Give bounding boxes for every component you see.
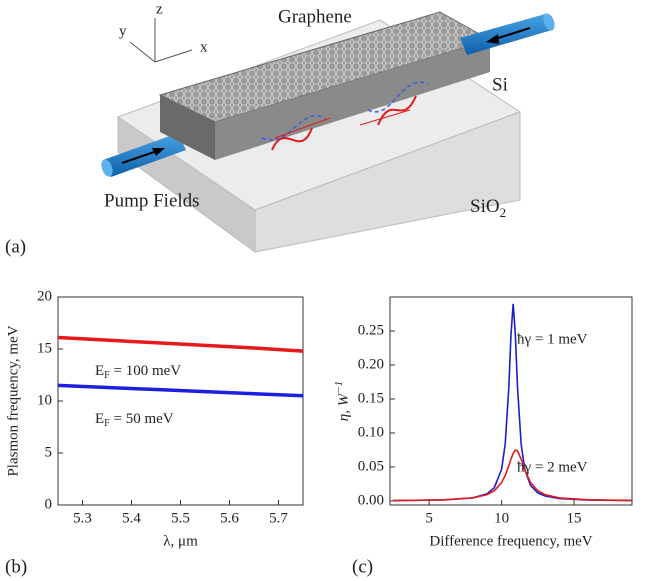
si-label: Si: [492, 74, 508, 95]
annotation: ħγ = 1 meV: [517, 331, 588, 347]
panel-label: (c): [352, 556, 373, 577]
annotation-sub: F: [104, 418, 110, 429]
device-diagram: z y x Graphene Si Pump Fields SiO2 (a): [5, 1, 555, 257]
arrow: [121, 149, 161, 164]
y-tick-label: 15: [37, 340, 52, 356]
plot-frame: [389, 296, 633, 506]
plot-frame: [57, 296, 304, 506]
series-line: [57, 383, 304, 398]
annotation: EF = 50 meV: [95, 411, 174, 429]
x-tick-label: 10: [494, 510, 509, 526]
pump-label: Pump Fields: [104, 190, 200, 211]
y-tick-label: 0.15: [358, 390, 384, 406]
series-line: [392, 449, 633, 502]
pump-tube: [460, 14, 552, 55]
sio2-label: SiO2: [470, 196, 506, 220]
tube-end: [101, 159, 113, 177]
axis-label: z: [156, 1, 163, 17]
y-label-sup: −1: [333, 381, 345, 394]
panel-label: (a): [5, 236, 26, 257]
arrow-head: [486, 34, 499, 44]
field-wave: [377, 95, 417, 126]
series-line: [57, 335, 304, 353]
axis-label: x: [200, 39, 208, 55]
annotation-sub: F: [104, 370, 110, 381]
x-axis-label: λ, μm: [163, 533, 198, 549]
x-tick-label: 5.6: [220, 510, 239, 526]
y-tick-label: 10: [37, 392, 52, 408]
x-tick-label: 5.5: [171, 510, 190, 526]
y-tick-label: 0.20: [358, 356, 384, 372]
annotation-rest: = 100 meV: [110, 363, 182, 379]
y-axis-label: Plasmon frequency, meV: [5, 325, 21, 476]
x-tick-label: 15: [567, 510, 582, 526]
annotation: EF = 100 meV: [95, 363, 181, 381]
x-axis-label: Difference frequency, meV: [429, 533, 592, 549]
y-tick-label: 5: [45, 444, 53, 460]
substrate-front: [254, 111, 521, 253]
annotation-rest: = 50 meV: [110, 411, 174, 427]
annotation: ħγ = 2 meV: [517, 459, 588, 475]
y-tick-label: 0.25: [358, 322, 384, 338]
series-line: [392, 303, 633, 502]
y-label-main: η, W: [336, 392, 352, 421]
axis-label: y: [119, 23, 127, 39]
graphene-label: Graphene: [278, 6, 352, 27]
y-tick-label: 0.00: [358, 492, 384, 508]
arrow-head: [152, 148, 165, 156]
annotation-main: E: [95, 363, 104, 379]
panel-label: (b): [5, 556, 27, 577]
field-arrow: [359, 109, 411, 126]
axes-triad: [129, 18, 193, 63]
y-tick-label: 0.10: [358, 424, 384, 440]
x-tick-label: 5.7: [269, 510, 288, 526]
x-tick-label: 5: [425, 510, 433, 526]
x-tick-label: 5.3: [73, 510, 92, 526]
y-tick-label: 0.05: [358, 458, 384, 474]
x-tick-label: 5.4: [122, 510, 141, 526]
y-tick-label: 20: [37, 288, 52, 304]
si-front: [215, 40, 490, 160]
field-arrow: [274, 117, 331, 139]
tube-end: [543, 13, 555, 31]
field-wave: [367, 81, 429, 113]
si-left: [160, 95, 215, 160]
y-axis-label: η, W−1: [333, 381, 353, 421]
y-tick-label: 0: [45, 496, 53, 512]
field-wave: [261, 115, 326, 141]
annotation-main: E: [95, 411, 104, 427]
field-wave: [271, 127, 313, 151]
